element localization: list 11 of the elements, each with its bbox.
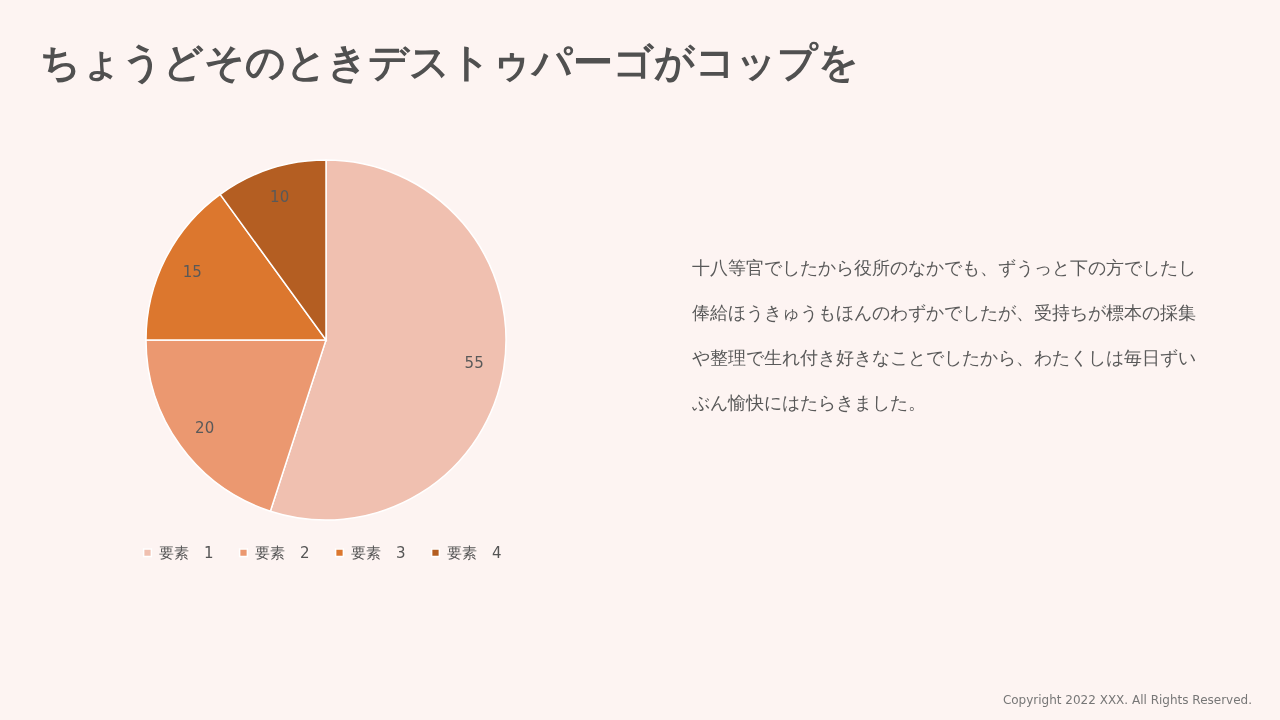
- text: Copyright 2022 XXX. All Rights Reserved.: [1002, 693, 1252, 707]
- data-label: 10: [270, 188, 290, 207]
- legend-label: 要素 3: [351, 543, 406, 562]
- data-label: 15: [182, 262, 202, 281]
- legend-label: 要素 4: [447, 543, 502, 562]
- legend-label: 要素 2: [255, 543, 310, 562]
- text: 十八等官でしたから役所のなかでも、ずうっと下の方でしたし俸給ほうきゅうもほんのわずかでしたが、受持ちが標本の採集や整理で生れ付き好きなことでしたから、わたくしは毎日ずいぶん愉快にはたらきました。: [692, 257, 1196, 413]
- data-label: 20: [195, 419, 215, 438]
- data-label: 55: [464, 354, 484, 373]
- chart-title: ちょうどそのときデストゥパーゴがコップを: [40, 39, 859, 85]
- legend-label: 要素 1: [159, 543, 214, 562]
